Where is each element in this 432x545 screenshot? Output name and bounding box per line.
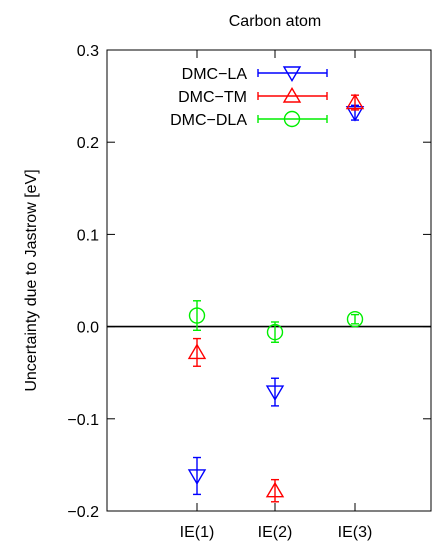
chart-title: Carbon atom — [229, 13, 322, 30]
data-point — [265, 481, 285, 498]
data-point — [345, 93, 365, 110]
legend-marker — [283, 110, 301, 128]
legend-marker — [282, 66, 302, 82]
x-tick-label: IE(3) — [338, 524, 373, 541]
legend-label: DMC−LA — [182, 66, 248, 83]
x-tick-label: IE(1) — [180, 524, 215, 541]
y-tick-label: 0.3 — [77, 43, 99, 60]
plot-frame — [106, 49, 432, 512]
y-tick-label: −0.2 — [67, 504, 99, 521]
legend-label: DMC−DLA — [170, 112, 247, 129]
y-tick-label: 0.1 — [77, 227, 99, 244]
y-tick-label: 0.2 — [77, 135, 99, 152]
data-point — [266, 323, 284, 341]
data-point — [187, 469, 207, 485]
series-2 — [188, 300, 364, 343]
y-ticks: −0.2 −0.1 0.0 0.1 0.2 0.3 — [67, 43, 431, 521]
data-series — [187, 93, 365, 503]
legend-label: DMC−TM — [178, 89, 247, 106]
data-point — [188, 307, 206, 324]
y-tick-label: 0.0 — [77, 320, 99, 337]
legend: DMC−LA DMC−TM DMC−DLA — [170, 66, 328, 129]
x-tick-label: IE(2) — [258, 524, 293, 541]
data-point — [346, 311, 364, 328]
legend-marker — [282, 87, 302, 103]
y-tick-label: −0.1 — [67, 412, 99, 429]
series-1 — [187, 93, 365, 503]
data-point — [265, 385, 285, 402]
plot-axes — [106, 49, 432, 512]
data-point — [187, 343, 207, 360]
x-ticks: IE(1) IE(2) IE(3) — [180, 50, 373, 541]
series-0 — [187, 104, 365, 496]
y-axis-label: Uncertainty due to Jastrow [eV] — [23, 169, 40, 391]
